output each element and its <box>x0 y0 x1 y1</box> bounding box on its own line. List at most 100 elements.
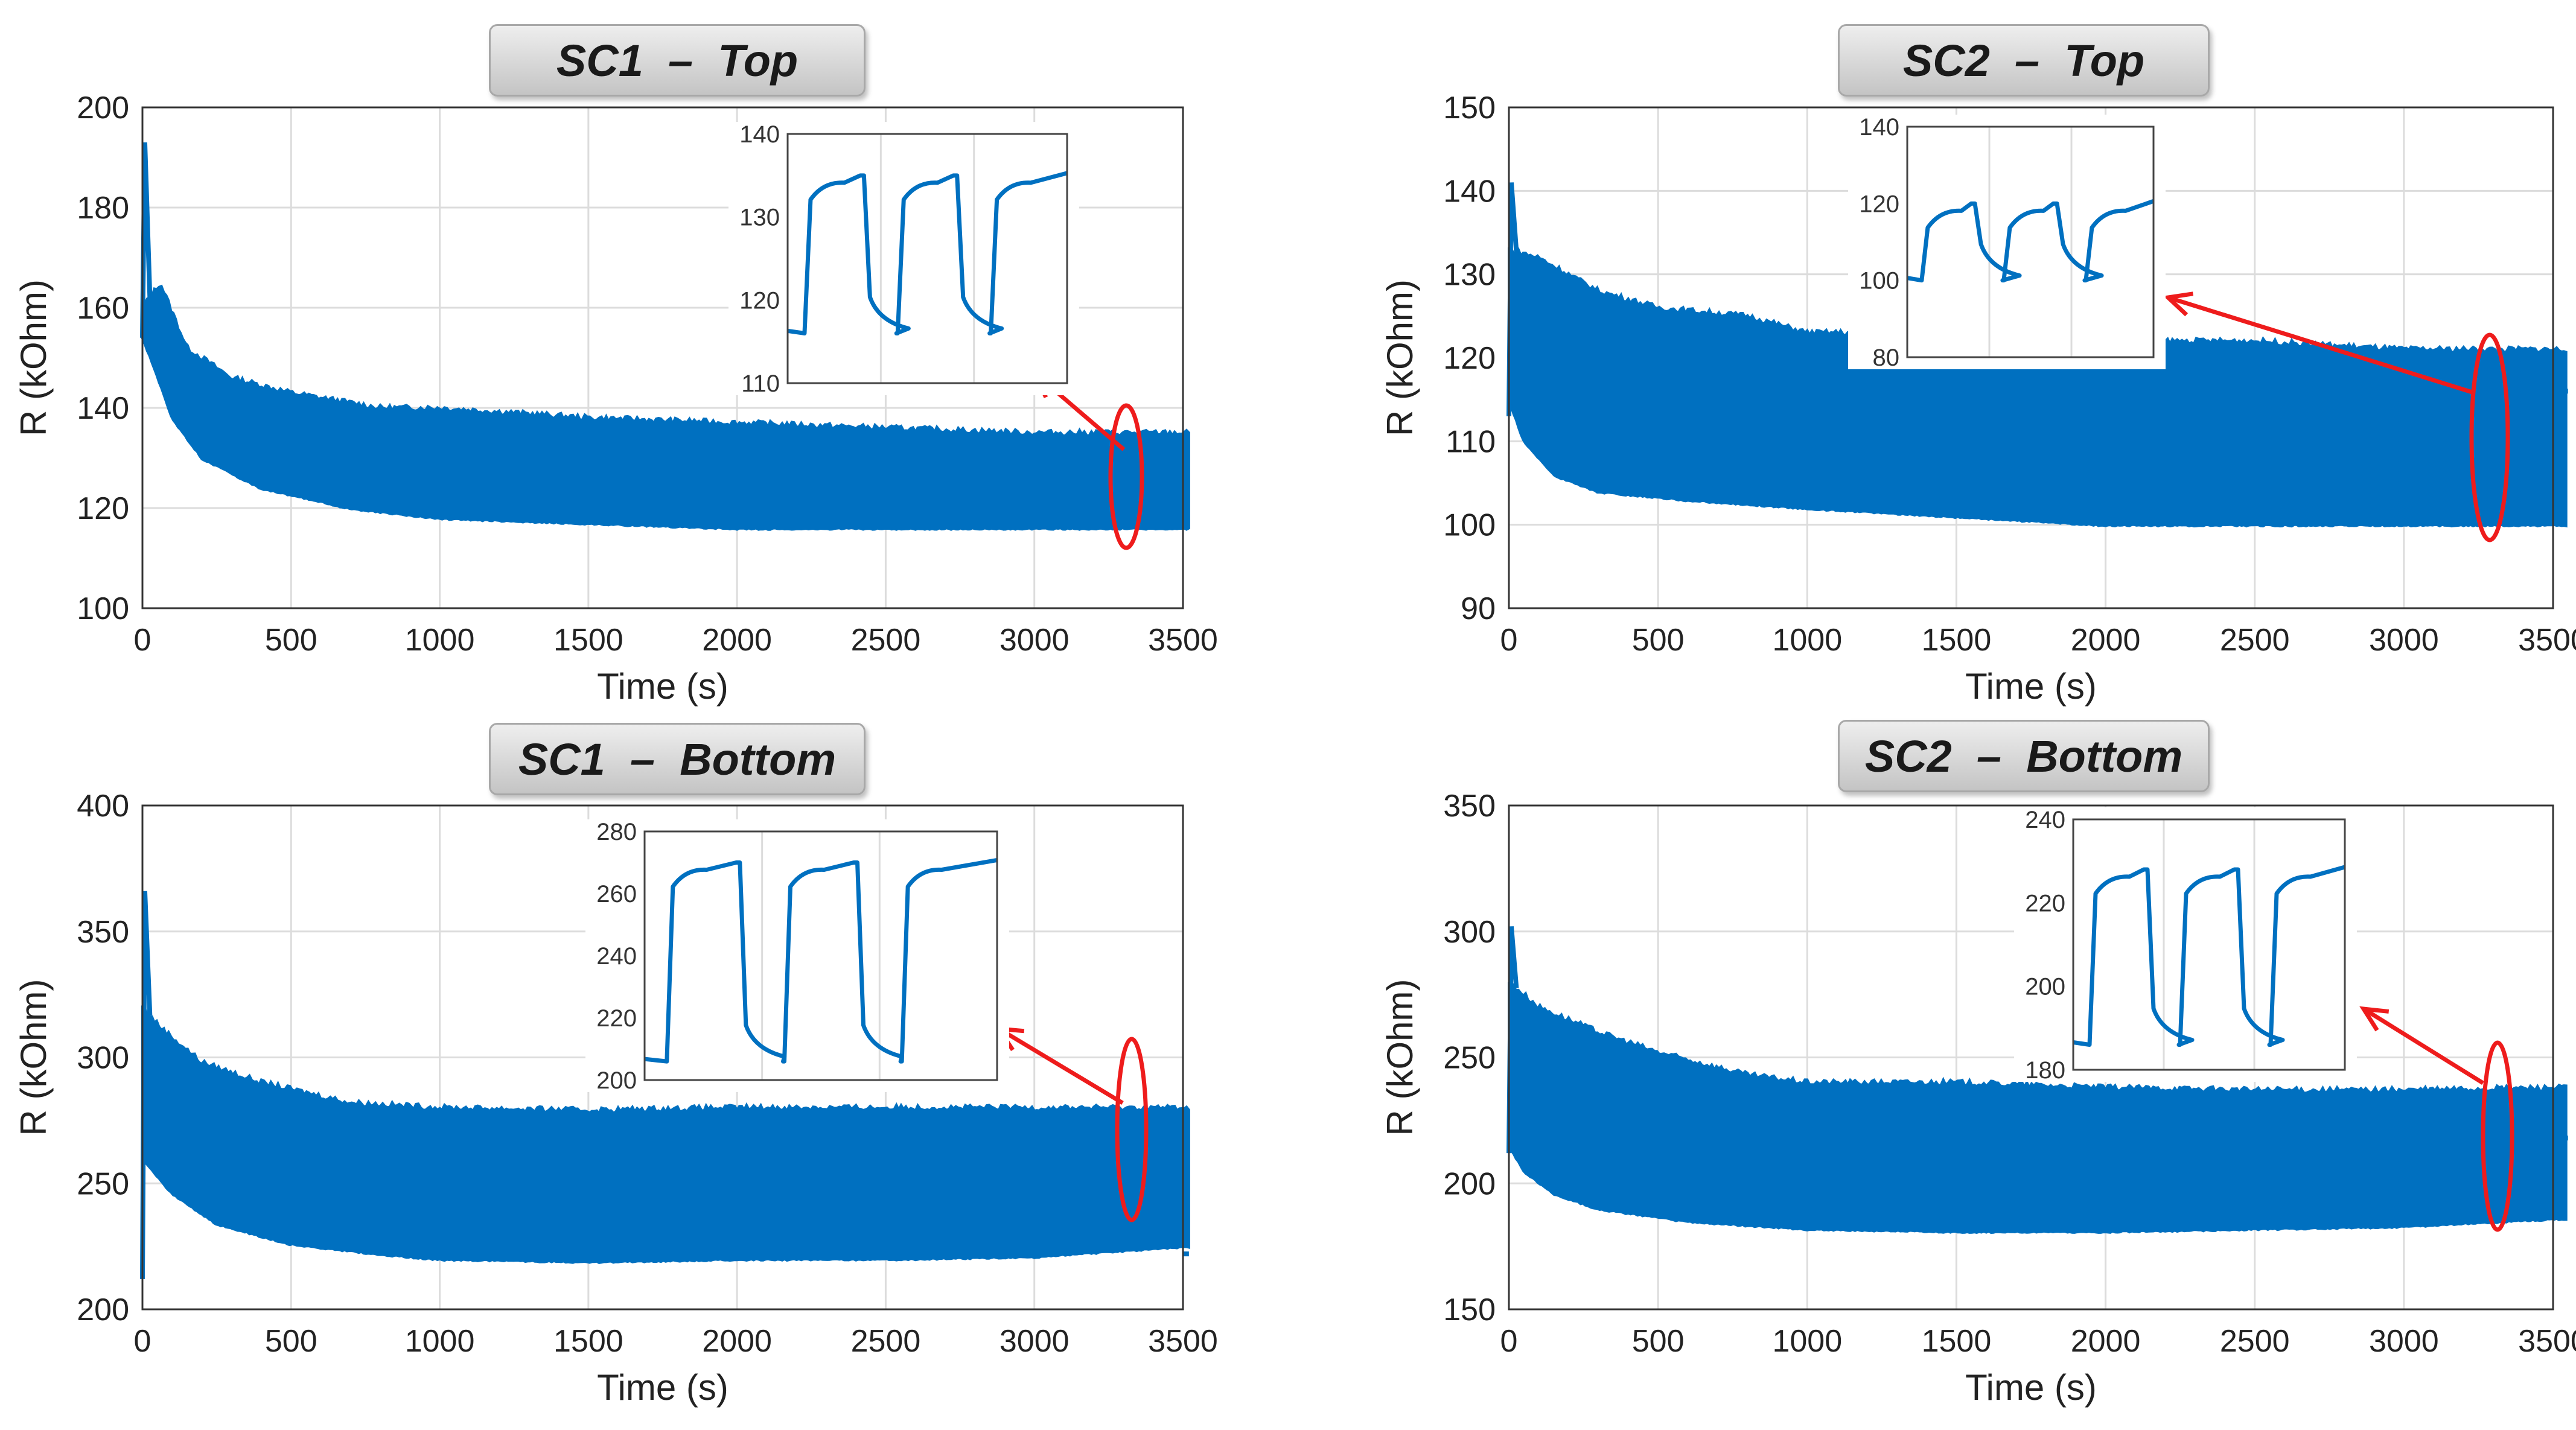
inset-background <box>585 819 1009 1092</box>
x-tick-label: 0 <box>1500 1324 1518 1359</box>
y-axis-label: R (kOhm) <box>1380 979 1420 1136</box>
y-tick-label: 180 <box>77 191 129 226</box>
y-tick-label: 400 <box>77 789 129 824</box>
x-tick-label: 1500 <box>553 1324 623 1359</box>
y-tick-label: 150 <box>1443 91 1496 126</box>
inset-y-tick-label: 220 <box>2025 890 2065 917</box>
inset-plot: 200 220 240 260 280 <box>585 819 1009 1094</box>
x-tick-label: 3500 <box>2518 1324 2576 1359</box>
x-tick-label: 3500 <box>2518 623 2576 658</box>
inset-y-tick-label: 140 <box>1859 114 1899 141</box>
annotation-arrow-line <box>2362 1007 2484 1085</box>
x-tick-label: 2000 <box>2071 623 2141 658</box>
highlight-ellipse <box>1115 1037 1149 1222</box>
data-band <box>1508 980 2568 1235</box>
x-tick-label: 500 <box>1632 1324 1685 1359</box>
inset-frame <box>1906 126 2155 358</box>
y-tick-label: 200 <box>1443 1166 1496 1201</box>
y-tick-label: 100 <box>1443 508 1496 543</box>
plot-frame <box>141 106 1184 609</box>
x-tick-label: 500 <box>265 1324 317 1359</box>
y-tick-label: 350 <box>77 915 129 950</box>
x-tick-label: 3000 <box>999 1324 1070 1359</box>
inset-y-tick-label: 120 <box>1859 191 1899 217</box>
inset-plot: 180 200 220 240 <box>2014 807 2357 1084</box>
inset-series-line <box>644 858 998 1064</box>
y-tick-label: 200 <box>77 91 129 126</box>
x-tick-label: 1000 <box>1772 623 1842 658</box>
annotation-arrow-line <box>2167 295 2473 395</box>
y-tick-label: 150 <box>1443 1292 1496 1327</box>
inset-series-line <box>2073 865 2345 1047</box>
chart-panel-2: 0 500 1000 1500 2000 2500 3000 3500 90 100 110 120 1… <box>1380 91 2576 707</box>
y-tick-label: 250 <box>1443 1041 1496 1076</box>
plot-frame <box>1508 106 2554 609</box>
inset-y-tick-label: 80 <box>1873 345 1900 371</box>
inset-y-tick-label: 280 <box>596 819 637 845</box>
inset-y-tick-label: 180 <box>2025 1057 2065 1084</box>
chart-title-sc2-bottom: SC2 – Bottom <box>1838 720 2210 792</box>
inset-frame <box>2072 818 2346 1071</box>
annotation-arrow-line <box>998 1026 1124 1105</box>
chart-panel-4: 0 500 1000 1500 2000 2500 3000 3500 150 200 250 300… <box>1380 789 2576 1408</box>
x-tick-label: 1500 <box>1922 623 1992 658</box>
inset-plot: 80 100 120 140 <box>1848 114 2166 371</box>
y-tick-label: 300 <box>77 1041 129 1076</box>
y-tick-label: 160 <box>77 291 129 326</box>
y-tick-label: 350 <box>1443 789 1496 824</box>
y-tick-label: 100 <box>77 591 129 626</box>
x-tick-label: 2500 <box>2220 623 2290 658</box>
inset-plot: 110 120 130 140 <box>728 121 1079 397</box>
x-axis-label: Time (s) <box>1965 666 2097 707</box>
chart-title-sc1-top: SC1 – Top <box>489 24 866 97</box>
y-tick-label: 200 <box>77 1292 129 1327</box>
x-tick-label: 2000 <box>702 623 772 658</box>
inset-y-tick-label: 240 <box>2025 807 2065 833</box>
data-band <box>141 1005 1190 1264</box>
inset-y-tick-label: 130 <box>739 205 780 231</box>
x-tick-label: 2000 <box>702 1324 772 1359</box>
y-tick-label: 300 <box>1443 915 1496 950</box>
x-tick-label: 1000 <box>405 623 475 658</box>
y-tick-label: 110 <box>1446 424 1496 459</box>
x-tick-label: 0 <box>134 1324 151 1359</box>
inset-y-tick-label: 240 <box>596 943 637 970</box>
x-tick-label: 500 <box>265 623 317 658</box>
inset-y-tick-label: 200 <box>596 1067 637 1094</box>
x-tick-label: 0 <box>134 623 151 658</box>
chart-panel-3: 0 500 1000 1500 2000 2500 3000 3500 200 250 300 350… <box>13 789 1218 1408</box>
annotation-arrow-head <box>2163 291 2194 317</box>
inset-y-tick-label: 260 <box>596 881 637 907</box>
plot-frame <box>141 804 1184 1311</box>
x-axis-label: Time (s) <box>1965 1367 2097 1408</box>
inset-y-tick-label: 220 <box>596 1005 637 1032</box>
inset-y-tick-label: 120 <box>739 287 780 314</box>
y-tick-label: 90 <box>1461 591 1496 626</box>
x-tick-label: 3000 <box>2369 623 2439 658</box>
annotation-arrow-head <box>2359 1006 2389 1032</box>
x-tick-label: 1000 <box>405 1324 475 1359</box>
x-tick-label: 0 <box>1500 623 1518 658</box>
y-tick-label: 120 <box>77 491 129 526</box>
inset-y-tick-label: 110 <box>741 370 780 397</box>
y-axis-label: R (kOhm) <box>13 979 54 1136</box>
x-tick-label: 3500 <box>1148 623 1218 658</box>
y-tick-label: 250 <box>77 1166 129 1201</box>
inset-series-line <box>787 171 1068 335</box>
x-tick-label: 2500 <box>851 623 921 658</box>
inset-series-line <box>1907 199 2155 283</box>
x-tick-label: 3000 <box>999 623 1070 658</box>
y-tick-label: 120 <box>1443 341 1496 376</box>
x-axis-label: Time (s) <box>597 1367 728 1408</box>
x-tick-label: 3500 <box>1148 1324 1218 1359</box>
x-tick-label: 3000 <box>2369 1324 2439 1359</box>
inset-frame <box>643 830 998 1081</box>
x-tick-label: 2500 <box>851 1324 921 1359</box>
inset-y-tick-label: 100 <box>1859 268 1899 294</box>
chart-title-sc1-bottom: SC1 – Bottom <box>489 723 866 795</box>
chart-panel-1: 0 500 1000 1500 2000 2500 3000 3500 100 120 140 160… <box>13 91 1218 707</box>
plot-frame <box>1508 804 2554 1311</box>
x-axis-label: Time (s) <box>597 666 728 707</box>
y-tick-label: 140 <box>77 391 129 426</box>
